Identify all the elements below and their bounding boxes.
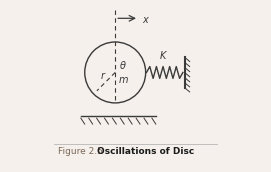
Text: Oscillations of Disc: Oscillations of Disc — [96, 147, 194, 156]
Text: x: x — [142, 15, 148, 25]
Text: θ: θ — [120, 61, 125, 71]
Text: r: r — [100, 71, 104, 81]
Text: m: m — [119, 75, 128, 85]
Text: Figure 2.5: Figure 2.5 — [58, 147, 102, 156]
Text: K: K — [160, 51, 166, 61]
